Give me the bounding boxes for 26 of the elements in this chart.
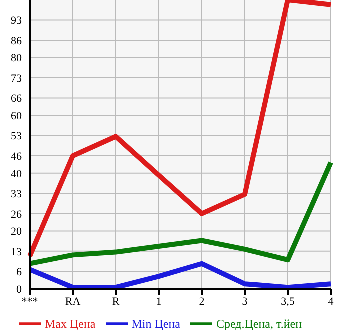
- x-tick-label: 1: [156, 296, 162, 308]
- y-tick-label: 80: [11, 52, 22, 65]
- x-tick-label: RA: [65, 296, 81, 308]
- y-tick-label: 60: [11, 110, 22, 123]
- y-tick-label: 33: [11, 188, 22, 201]
- y-tick-label: 26: [11, 208, 22, 221]
- x-tick-label: 2: [199, 296, 205, 308]
- legend-label: Сред.Цена, т.йен: [216, 316, 302, 331]
- y-tick-label: 73: [11, 72, 22, 85]
- y-tick-label: 40: [11, 168, 22, 180]
- legend-label: Min Цена: [132, 316, 180, 331]
- x-tick-label: 4: [328, 296, 334, 308]
- y-tick-label: 86: [11, 35, 22, 48]
- x-tick-label: R: [112, 296, 120, 308]
- x-tick-label: 3: [242, 296, 248, 308]
- x-tick-label: 3,5: [281, 296, 296, 308]
- y-tick-label: 53: [11, 130, 22, 143]
- y-tick-label: 20: [11, 226, 22, 238]
- y-tick-label: 0: [16, 284, 22, 296]
- y-tick-label: 66: [11, 93, 22, 106]
- y-tick-label: 46: [11, 150, 22, 163]
- legend-label: Max Цена: [44, 316, 96, 331]
- y-tick-label: 13: [11, 246, 22, 258]
- x-tick-label: ***: [22, 296, 38, 308]
- y-tick-label: 6: [16, 266, 22, 279]
- y-tick-label: 93: [11, 15, 22, 28]
